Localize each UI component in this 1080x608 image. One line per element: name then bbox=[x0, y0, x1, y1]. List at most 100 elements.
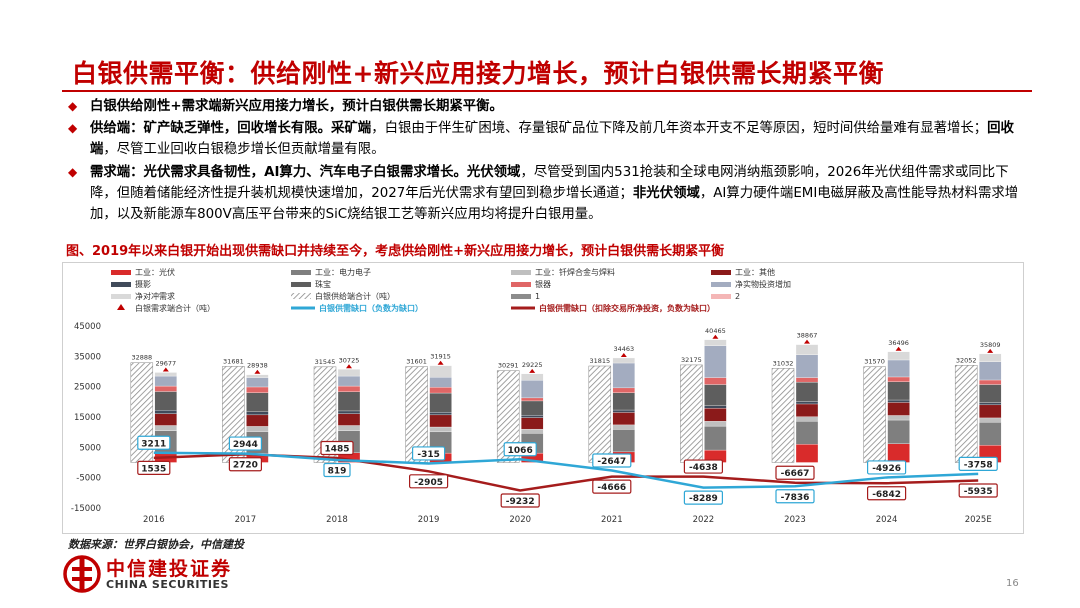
gap-label-blue-box bbox=[866, 460, 907, 475]
gap-label-red-box bbox=[775, 465, 815, 480]
bullet-bold: 需求端：光伏需求具备韧性，AI算力、汽车电子白银需求增长。光伏领域 bbox=[90, 164, 521, 180]
company-logo: 中信建投证券 CHINA SECURITIES bbox=[62, 554, 302, 594]
legend-swatch bbox=[511, 270, 531, 275]
demand-segment bbox=[612, 424, 635, 430]
demand-segment bbox=[795, 344, 819, 355]
bullet-bold-2: 回收端 bbox=[90, 121, 1014, 158]
demand-segment bbox=[887, 402, 910, 416]
demand-segment bbox=[246, 377, 269, 388]
citic-logo-icon bbox=[63, 555, 101, 593]
legend-label: 工业：钎焊合金与焊料 bbox=[535, 267, 615, 277]
legend-label: 银器 bbox=[535, 279, 551, 289]
x-tick-label: 2019 bbox=[418, 515, 440, 525]
demand-total-marker bbox=[437, 360, 444, 365]
supply-total-label: 32052 bbox=[956, 356, 977, 364]
diamond-bullet-icon: ◆ bbox=[68, 121, 78, 136]
diamond-bullet-icon: ◆ bbox=[68, 164, 78, 179]
demand-segment bbox=[612, 409, 635, 413]
legend-swatch bbox=[111, 294, 131, 299]
demand-segment bbox=[887, 376, 910, 382]
demand-total-label: 28938 bbox=[247, 362, 268, 370]
y-tick-label: -15000 bbox=[71, 504, 101, 514]
gap-label-blue: -3758 bbox=[964, 460, 993, 470]
demand-segment bbox=[337, 413, 361, 426]
legend-marker bbox=[117, 304, 125, 310]
bullet-item-supply: ◆ 供给端：矿产缺乏弹性，回收增长有限。采矿端，白银由于伴生矿困境、存量银矿品位… bbox=[66, 118, 1030, 160]
supply-bar bbox=[680, 364, 703, 463]
supply-bar bbox=[954, 365, 978, 463]
demand-segment bbox=[429, 426, 452, 433]
demand-segment bbox=[795, 421, 819, 445]
demand-segment bbox=[246, 392, 269, 412]
demand-total-label: 40465 bbox=[705, 327, 726, 335]
supply-total-label: 31545 bbox=[315, 358, 336, 366]
supply-total-label: 32888 bbox=[131, 354, 152, 362]
gap-label-red-box bbox=[683, 459, 724, 474]
demand-segment bbox=[429, 392, 452, 413]
gap-label-blue-box bbox=[592, 453, 632, 468]
x-tick-label: 2022 bbox=[693, 515, 715, 525]
y-axis: 45000 35000 25000 15000 5000 -5000 -15000 bbox=[71, 322, 101, 514]
gap-label-blue-box bbox=[412, 446, 446, 461]
demand-segment bbox=[246, 414, 269, 427]
supply-bar bbox=[313, 366, 337, 463]
demand-segment bbox=[979, 361, 1002, 381]
legend-swatch bbox=[511, 282, 531, 287]
gap-label-blue: -4926 bbox=[872, 464, 901, 474]
legend-swatch bbox=[291, 270, 311, 275]
demand-segment bbox=[612, 387, 635, 393]
demand-segment bbox=[979, 353, 1002, 362]
gap-label-red: 1485 bbox=[324, 444, 349, 454]
gap-label-blue-box bbox=[683, 490, 724, 505]
supply-bar bbox=[771, 368, 795, 463]
demand-segment bbox=[337, 385, 361, 392]
supply-total-label: 31815 bbox=[589, 357, 610, 365]
gap-label-blue: 1066 bbox=[508, 446, 533, 456]
y-tick-label: 35000 bbox=[74, 352, 101, 362]
gap-label-red: 2720 bbox=[233, 461, 258, 471]
legend-label: 净对冲需求 bbox=[135, 291, 175, 301]
demand-segment bbox=[429, 365, 452, 378]
demand-segment bbox=[521, 415, 544, 418]
demand-segment bbox=[154, 391, 177, 411]
demand-total-label: 30725 bbox=[339, 356, 360, 364]
supply-total-label: 32175 bbox=[681, 356, 702, 364]
y-tick-label: 25000 bbox=[74, 383, 101, 393]
legend-label: 工业：电力电子 bbox=[315, 267, 371, 277]
gap-label-red: -4666 bbox=[597, 483, 626, 493]
gap-label-blue-box bbox=[323, 462, 351, 478]
demand-segment bbox=[795, 401, 819, 405]
demand-segment bbox=[154, 425, 177, 431]
page-number: 16 bbox=[1006, 578, 1019, 589]
demand-segment bbox=[246, 386, 269, 393]
demand-segment bbox=[795, 354, 819, 378]
demand-segment bbox=[979, 404, 1002, 419]
demand-segment bbox=[429, 377, 452, 388]
logo-text-cn: 中信建投证券 bbox=[106, 558, 233, 580]
demand-segment bbox=[429, 414, 452, 428]
chart-frame: 工业：光伏 工业：电力电子 工业：钎焊合金与焊料 工业：其他 摄影 珠宝 银器 净实物投资增加… bbox=[62, 262, 1024, 534]
demand-segment bbox=[612, 362, 635, 389]
gap-line-blue bbox=[153, 451, 979, 489]
x-tick-label: 2018 bbox=[326, 515, 348, 525]
demand-total-label: 29677 bbox=[155, 359, 176, 367]
demand-total-marker bbox=[162, 367, 169, 372]
demand-segment bbox=[521, 428, 544, 434]
bullet-text-2: ，AI算力硬件端EMI电磁屏蔽及高性能导热材料需求增加，以及新能源车800V高压… bbox=[90, 185, 1019, 223]
gap-label-red: -9232 bbox=[506, 497, 535, 507]
gap-label-blue: 3211 bbox=[141, 439, 166, 449]
bullet-item-demand: ◆ 需求端：光伏需求具备韧性，AI算力、汽车电子白银需求增长。光伏领域，尽管受到… bbox=[66, 162, 1030, 226]
x-tick-label: 2016 bbox=[143, 515, 165, 525]
legend-label: 工业：其他 bbox=[735, 267, 775, 277]
x-tick-label: 2024 bbox=[876, 515, 898, 525]
gap-label-blue: -315 bbox=[417, 450, 440, 460]
x-tick-label: 2020 bbox=[509, 515, 531, 525]
x-axis: 2016 2017 2018 2019 2020 2021 2022 2023 2024 2025… bbox=[143, 515, 992, 525]
gap-label-red: -5935 bbox=[964, 487, 993, 497]
x-tick-label: 2023 bbox=[784, 515, 806, 525]
y-tick-label: 5000 bbox=[79, 443, 101, 453]
gap-label-red: -2905 bbox=[414, 478, 443, 488]
gap-label-red-box bbox=[320, 440, 354, 456]
x-tick-label: 2017 bbox=[235, 515, 257, 525]
logo-text-en: CHINA SECURITIES bbox=[106, 578, 229, 591]
